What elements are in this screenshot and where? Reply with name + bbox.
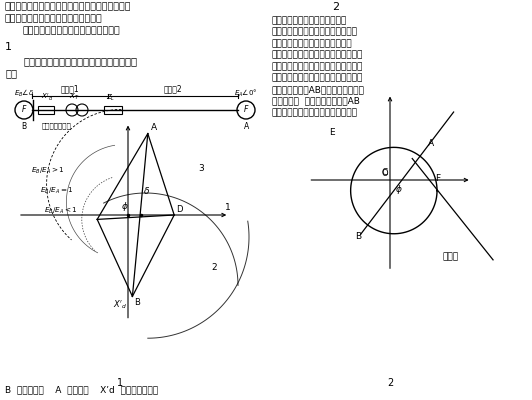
Text: A: A (244, 122, 250, 131)
Text: F: F (435, 174, 440, 183)
Text: E: E (330, 128, 335, 137)
Text: 抗元件和两根直线型阵抗元件构成三: 抗元件和两根直线型阵抗元件构成三 (272, 28, 358, 36)
Text: A: A (151, 122, 157, 132)
Text: 动作区1: 动作区1 (61, 84, 79, 93)
Text: $\phi$: $\phi$ (395, 183, 403, 196)
Text: 区１、动作区２。当振荡中心落于区１: 区１、动作区２。当振荡中心落于区１ (272, 62, 363, 71)
Text: $\phi$: $\phi$ (121, 200, 128, 213)
Text: $\delta$: $\delta$ (143, 185, 150, 196)
Text: 这里介绍一种三阵抗元件的失步保护。: 这里介绍一种三阵抗元件的失步保护。 (23, 26, 121, 35)
Text: $E_B/E_A=1$: $E_B/E_A=1$ (40, 186, 74, 196)
Text: 件，把阵抗平面分为两个动作区，即动: 件，把阵抗平面分为两个动作区，即动 (272, 50, 363, 60)
Text: F: F (22, 104, 26, 114)
Text: O: O (382, 169, 388, 178)
Text: 2: 2 (212, 263, 217, 272)
Text: 右两部分。  为阵抗角，失步线AB: 右两部分。 为阵抗角，失步线AB (272, 96, 360, 106)
Text: 3: 3 (198, 164, 204, 173)
Text: B  代表发电机    A  代表系统    X’d  代表发电机阵抗: B 代表发电机 A 代表系统 X’d 代表发电机阵抗 (5, 385, 158, 394)
Text: F: F (244, 104, 248, 114)
Text: 变以外的系统。AB为阵挡元件，把阵: 变以外的系统。AB为阵挡元件，把阵 (272, 85, 365, 94)
Text: B: B (135, 298, 140, 307)
Text: $X'_d$: $X'_d$ (41, 92, 53, 103)
Text: 2: 2 (387, 378, 393, 388)
Text: $E_B/E_A<1$: $E_B/E_A<1$ (44, 206, 78, 216)
Text: 动作区: 动作区 (443, 252, 459, 261)
Text: A: A (428, 139, 434, 148)
Text: B: B (355, 232, 362, 241)
Bar (104, 106, 122, 114)
Text: 下：: 下： (5, 68, 17, 78)
Text: $X_T$: $X_T$ (69, 92, 79, 102)
Text: 1: 1 (117, 378, 123, 388)
Text: 发电机的失步。阵抗元件图如图２: 发电机的失步。阵抗元件图如图２ (272, 39, 353, 48)
Text: 动作区2: 动作区2 (164, 84, 182, 93)
Text: D: D (176, 205, 182, 214)
Text: 厂站侧的厂用系统，危及机组安全运行。对大型机: 厂站侧的厂用系统，危及机组安全运行。对大型机 (5, 2, 131, 11)
Text: $Z_L$: $Z_L$ (106, 93, 115, 103)
Text: 组应该配置功能比较齐全的失步保护。: 组应该配置功能比较齐全的失步保护。 (5, 14, 103, 23)
Text: 1: 1 (5, 42, 12, 52)
Text: 点０代表失步保护安装处，即机端。: 点０代表失步保护安装处，即机端。 (272, 108, 358, 117)
Text: 2: 2 (332, 2, 339, 12)
Text: $E_B\angle\delta$: $E_B\angle\delta$ (14, 88, 34, 99)
Text: C: C (382, 168, 388, 177)
Text: $X'_d$: $X'_d$ (113, 298, 127, 311)
Text: 位于发变组内部；当落于区２时，振荡: 位于发变组内部；当落于区２时，振荡 (272, 74, 363, 82)
Text: $E_B/E_A>1$: $E_B/E_A>1$ (31, 166, 65, 176)
Text: 1: 1 (225, 203, 230, 212)
Text: 失步保护安装处: 失步保护安装处 (42, 122, 72, 129)
Text: $E_A\angle0°$: $E_A\angle0°$ (234, 88, 257, 99)
Bar (38, 106, 54, 114)
Text: 根据图１的阵抗运行轨迹，可以: 根据图１的阵抗运行轨迹，可以 (272, 16, 347, 25)
Text: B: B (21, 122, 26, 131)
Text: 发电机与系统发生失步的振荡中心轨迹图如: 发电机与系统发生失步的振荡中心轨迹图如 (23, 56, 137, 66)
